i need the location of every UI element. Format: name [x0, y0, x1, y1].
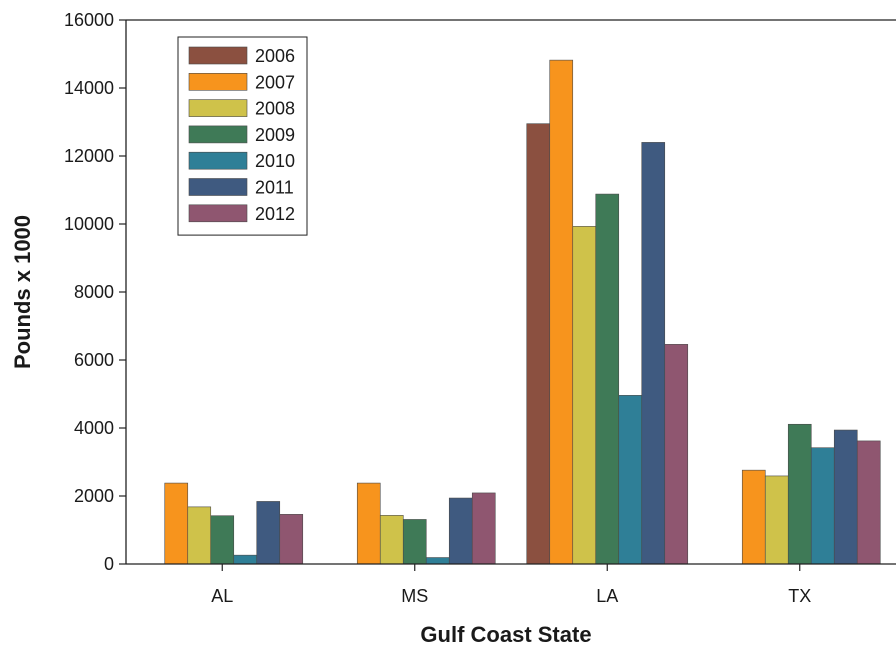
x-tick-label: TX [788, 586, 811, 606]
bar-la-2008 [572, 226, 597, 565]
legend-swatch-2008 [188, 99, 248, 117]
x-tick-label: LA [596, 586, 618, 606]
legend-label-2006: 2006 [255, 46, 295, 66]
y-tick-label: 14000 [64, 78, 114, 98]
bar-la-2007 [549, 59, 574, 565]
bar-al-2012 [279, 514, 304, 565]
bar-la-2009 [595, 193, 620, 565]
y-axis-title: Pounds x 1000 [10, 215, 35, 369]
bar-tx-2011 [833, 429, 858, 565]
bar-tx-2007 [741, 469, 766, 565]
legend-label-2007: 2007 [255, 72, 295, 92]
y-tick-label: 12000 [64, 146, 114, 166]
bar-ms-2012 [471, 492, 496, 565]
bar-la-2006 [526, 123, 551, 565]
y-tick-label: 8000 [74, 282, 114, 302]
bar-ms-2009 [402, 519, 427, 565]
bar-tx-2009 [787, 423, 812, 565]
legend-label-2010: 2010 [255, 151, 295, 171]
legend-swatch-2011 [188, 178, 248, 196]
bar-tx-2010 [810, 447, 835, 565]
y-tick-label: 6000 [74, 350, 114, 370]
legend-label-2009: 2009 [255, 125, 295, 145]
bar-la-2010 [618, 395, 643, 565]
y-tick-label: 10000 [64, 214, 114, 234]
legend-swatch-2010 [188, 151, 248, 170]
bar-al-2011 [256, 501, 281, 565]
bar-al-2007 [164, 482, 189, 565]
bar-ms-2010 [425, 557, 450, 565]
legend-swatch-2006 [188, 46, 248, 65]
bar-al-2010 [233, 554, 258, 565]
axes-group: 0 2000 4000 6000 8000 10000 12000 14000 16000 AL M… [64, 10, 896, 606]
x-tick-label: MS [401, 586, 428, 606]
bars-group [164, 59, 881, 565]
legend-swatch-2012 [188, 204, 248, 223]
bar-ms-2007 [356, 482, 381, 565]
y-tick-label: 2000 [74, 486, 114, 506]
bar-la-2012 [664, 344, 689, 565]
bar-la-2011 [641, 142, 666, 565]
bar-al-2008 [187, 506, 212, 565]
bar-tx-2012 [856, 440, 881, 565]
y-tick-label: 4000 [74, 418, 114, 438]
legend-label-2012: 2012 [255, 204, 295, 224]
legend-swatch-2009 [188, 125, 248, 144]
bar-ms-2008 [379, 515, 404, 565]
bar-tx-2008 [764, 475, 789, 565]
legend-label-2011: 2011 [255, 178, 294, 198]
bar-al-2009 [210, 515, 235, 565]
legend-label-2008: 2008 [255, 99, 295, 119]
legend: 2006 2007 2008 2009 2010 2011 2012 [177, 36, 308, 236]
legend-swatch-2007 [188, 73, 248, 91]
x-tick-label: AL [211, 586, 233, 606]
y-tick-label: 0 [104, 554, 114, 574]
y-tick-label: 16000 [64, 10, 114, 30]
bar-ms-2011 [448, 497, 473, 565]
x-axis-title: Gulf Coast State [420, 622, 591, 647]
